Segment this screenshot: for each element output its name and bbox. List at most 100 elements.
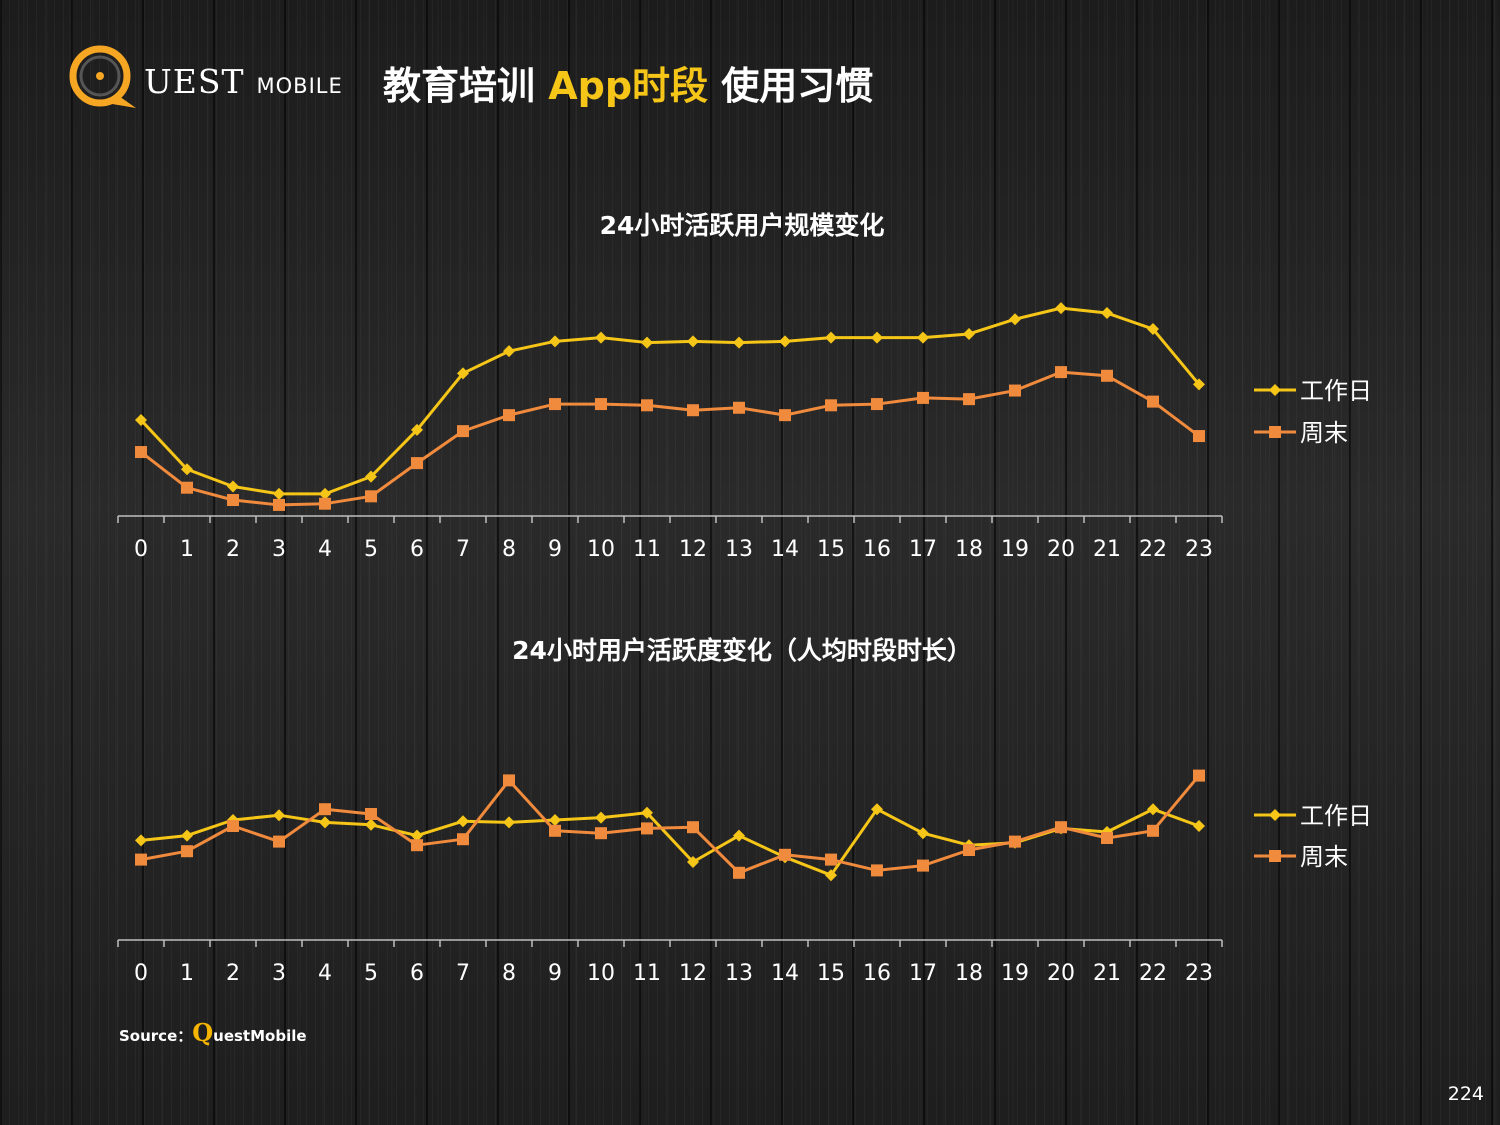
- legend-label: 工作日: [1300, 802, 1372, 830]
- data-point: [135, 414, 147, 427]
- source-prefix: Source：: [119, 1027, 193, 1045]
- data-point: [825, 399, 837, 412]
- data-point: [365, 808, 377, 820]
- x-tick-label: 11: [633, 537, 661, 562]
- data-point: [1193, 378, 1205, 391]
- data-point: [641, 399, 653, 412]
- legend-marker: [1269, 809, 1281, 821]
- data-point: [227, 480, 239, 493]
- data-point: [457, 833, 469, 846]
- x-tick-label: 2: [226, 961, 240, 986]
- data-point: [641, 806, 653, 819]
- x-tick-label: 7: [456, 537, 470, 562]
- x-tick-label: 22: [1139, 961, 1167, 986]
- data-point: [457, 425, 469, 438]
- x-tick-label: 12: [679, 537, 707, 562]
- data-point: [1055, 821, 1067, 834]
- logo-q-icon: [69, 45, 136, 108]
- data-point: [319, 487, 331, 500]
- data-point: [1101, 832, 1113, 844]
- x-tick-label: 1: [180, 537, 194, 562]
- data-point: [917, 827, 929, 840]
- page-number: 224: [1447, 1083, 1484, 1105]
- data-point: [273, 487, 285, 500]
- data-point: [1009, 835, 1021, 848]
- x-tick-label: 4: [318, 537, 332, 562]
- data-point: [181, 845, 193, 858]
- x-tick-label: 1: [180, 961, 194, 986]
- legend-label: 工作日: [1300, 377, 1372, 405]
- x-tick-label: 20: [1047, 961, 1075, 986]
- data-point: [411, 839, 423, 852]
- data-point: [319, 803, 331, 816]
- data-point: [1009, 313, 1021, 326]
- x-tick-label: 17: [909, 537, 937, 562]
- data-point: [963, 327, 975, 340]
- data-point: [687, 404, 699, 417]
- x-tick-label: 0: [134, 961, 148, 986]
- data-point: [1101, 369, 1113, 382]
- x-tick-label: 22: [1139, 537, 1167, 562]
- data-point: [319, 816, 331, 829]
- data-point: [1101, 307, 1113, 320]
- data-point: [411, 457, 423, 470]
- x-tick-label: 23: [1185, 537, 1213, 562]
- x-tick-label: 6: [410, 961, 424, 986]
- data-point: [871, 803, 883, 816]
- data-point: [963, 393, 975, 406]
- x-tick-label: 23: [1185, 961, 1213, 986]
- data-point: [1055, 302, 1067, 315]
- legend-marker: [1269, 850, 1281, 862]
- data-point: [227, 820, 239, 832]
- data-point: [503, 345, 515, 358]
- data-point: [1009, 384, 1021, 397]
- chart-user-activity-duration: 0 1 2 3 4 5 6 7 8 9 10 11 12 13 14 15 16 17 18 19 20 21 22 23工作…: [117, 769, 1372, 986]
- x-tick-label: 11: [633, 961, 661, 986]
- data-point: [917, 859, 929, 872]
- chart-2-title: 24小时用户活跃度变化（人均时段时长）: [512, 636, 972, 665]
- data-point: [733, 866, 745, 879]
- data-point: [733, 401, 745, 414]
- page-title-highlight: App时段: [548, 64, 709, 108]
- data-point: [1147, 395, 1159, 408]
- data-point: [135, 446, 147, 459]
- logo-sub-text: MOBILE: [256, 74, 343, 98]
- data-point: [457, 367, 469, 380]
- data-point: [503, 774, 515, 787]
- chart-1-title: 24小时活跃用户规模变化: [599, 211, 885, 240]
- logo-wordmark: UEST MOBILE: [144, 62, 343, 101]
- source-q: Q: [192, 1018, 214, 1047]
- x-tick-label: 18: [955, 961, 983, 986]
- x-tick-label: 10: [587, 537, 615, 562]
- data-point: [687, 821, 699, 834]
- data-point: [135, 853, 147, 866]
- data-point: [871, 864, 883, 877]
- x-tick-label: 13: [725, 537, 753, 562]
- data-point: [365, 818, 377, 831]
- x-tick-label: 6: [410, 537, 424, 562]
- x-tick-label: 7: [456, 961, 470, 986]
- data-point: [273, 498, 285, 511]
- data-point: [687, 335, 699, 348]
- x-tick-label: 19: [1001, 537, 1029, 562]
- legend-marker: [1269, 384, 1281, 396]
- data-point: [779, 409, 791, 422]
- x-tick-label: 21: [1093, 537, 1121, 562]
- data-point: [687, 856, 699, 868]
- data-point: [273, 835, 285, 848]
- data-point: [549, 824, 561, 837]
- x-tick-label: 14: [771, 537, 799, 562]
- data-point: [365, 490, 377, 503]
- legend-label: 周末: [1300, 843, 1348, 871]
- legend-label: 周末: [1300, 419, 1348, 447]
- chart-active-users-scale: 0 1 2 3 4 5 6 7 8 9 10 11 12 13 14 15 16 17 18 19 20 21 22 23工作…: [117, 302, 1372, 562]
- data-point: [917, 331, 929, 344]
- x-tick-label: 21: [1093, 961, 1121, 986]
- data-point: [549, 814, 561, 826]
- data-point: [181, 829, 193, 842]
- data-point: [503, 409, 515, 422]
- data-point: [641, 336, 653, 349]
- x-tick-label: 5: [364, 537, 378, 562]
- data-point: [733, 829, 745, 842]
- x-tick-label: 19: [1001, 961, 1029, 986]
